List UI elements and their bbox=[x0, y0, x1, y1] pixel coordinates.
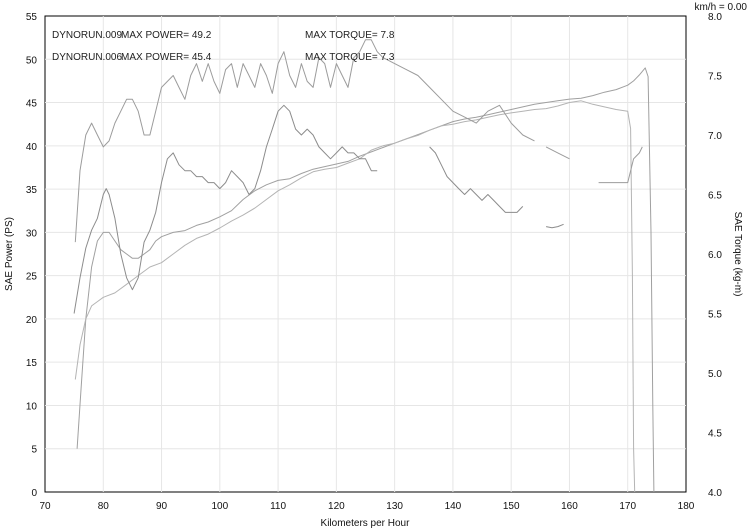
x-tick-label: 70 bbox=[39, 501, 51, 512]
series-power-1-segment-1 bbox=[76, 67, 655, 493]
legend-torque-2: MAX TORQUE= 7.3 bbox=[305, 52, 395, 63]
x-tick-label: 160 bbox=[561, 501, 578, 512]
x-axis-ticks: 70 80 90 100 110 120 130 140 150 160 170 180 bbox=[39, 501, 694, 512]
right-tick-label: 8.0 bbox=[708, 12, 722, 23]
series-torque-4-segment-1 bbox=[73, 104, 378, 314]
left-tick-label: 20 bbox=[26, 315, 38, 326]
right-tick-label: 5.0 bbox=[708, 369, 722, 380]
legend-power-1: MAX POWER= 49.2 bbox=[121, 30, 212, 41]
x-tick-label: 140 bbox=[445, 501, 462, 512]
plot-area bbox=[44, 15, 687, 493]
readout: km/h = 0.00 bbox=[694, 2, 747, 13]
left-tick-label: 10 bbox=[26, 401, 38, 412]
x-tick-label: 130 bbox=[386, 501, 403, 512]
series-layer bbox=[73, 39, 655, 493]
x-tick-label: 100 bbox=[211, 501, 228, 512]
x-tick-label: 180 bbox=[678, 501, 695, 512]
right-tick-label: 4.0 bbox=[708, 488, 722, 499]
right-tick-label: 6.0 bbox=[708, 250, 722, 261]
series-torque-3-segment-2 bbox=[545, 146, 570, 160]
left-tick-label: 30 bbox=[26, 228, 38, 239]
legend-torque-1: MAX TORQUE= 7.8 bbox=[305, 30, 395, 41]
x-tick-label: 170 bbox=[619, 501, 636, 512]
x-tick-label: 120 bbox=[328, 501, 345, 512]
right-axis-title: SAE Torque (kg-m) bbox=[732, 212, 743, 297]
left-tick-label: 25 bbox=[26, 272, 38, 283]
legend-run-1: DYNORUN.009 bbox=[52, 30, 122, 41]
left-tick-label: 50 bbox=[26, 55, 38, 66]
right-tick-label: 5.5 bbox=[708, 310, 722, 321]
x-tick-label: 80 bbox=[98, 501, 110, 512]
x-tick-label: 90 bbox=[156, 501, 168, 512]
right-tick-label: 7.5 bbox=[708, 72, 722, 83]
left-tick-label: 5 bbox=[31, 445, 37, 456]
right-axis-ticks: 4.0 4.5 5.0 5.5 6.0 6.5 7.0 7.5 8.0 bbox=[708, 12, 722, 499]
left-tick-label: 55 bbox=[26, 12, 38, 23]
legend-run-2: DYNORUN.006 bbox=[52, 52, 122, 63]
legend-power-2: MAX POWER= 45.4 bbox=[121, 52, 212, 63]
grid-lines bbox=[45, 16, 686, 492]
x-tick-label: 110 bbox=[270, 501, 286, 512]
right-tick-label: 4.5 bbox=[708, 429, 722, 440]
left-tick-label: 15 bbox=[26, 358, 38, 369]
left-tick-label: 0 bbox=[31, 488, 37, 499]
left-axis-title: SAE Power (PS) bbox=[4, 217, 15, 291]
left-axis-ticks: 0 5 10 15 20 25 30 35 40 45 50 55 bbox=[26, 12, 38, 499]
series-torque-3-segment-3 bbox=[598, 146, 643, 184]
right-tick-label: 6.5 bbox=[708, 191, 722, 202]
series-torque-3-segment-1 bbox=[74, 39, 535, 243]
left-tick-label: 35 bbox=[26, 185, 38, 196]
right-tick-label: 7.0 bbox=[708, 131, 722, 142]
x-axis-title: Kilometers per Hour bbox=[321, 518, 411, 529]
x-tick-label: 150 bbox=[503, 501, 520, 512]
left-tick-label: 45 bbox=[26, 99, 38, 110]
left-tick-label: 40 bbox=[26, 142, 38, 153]
series-torque-4-segment-2 bbox=[429, 146, 524, 213]
series-torque-4-segment-3 bbox=[546, 223, 564, 229]
